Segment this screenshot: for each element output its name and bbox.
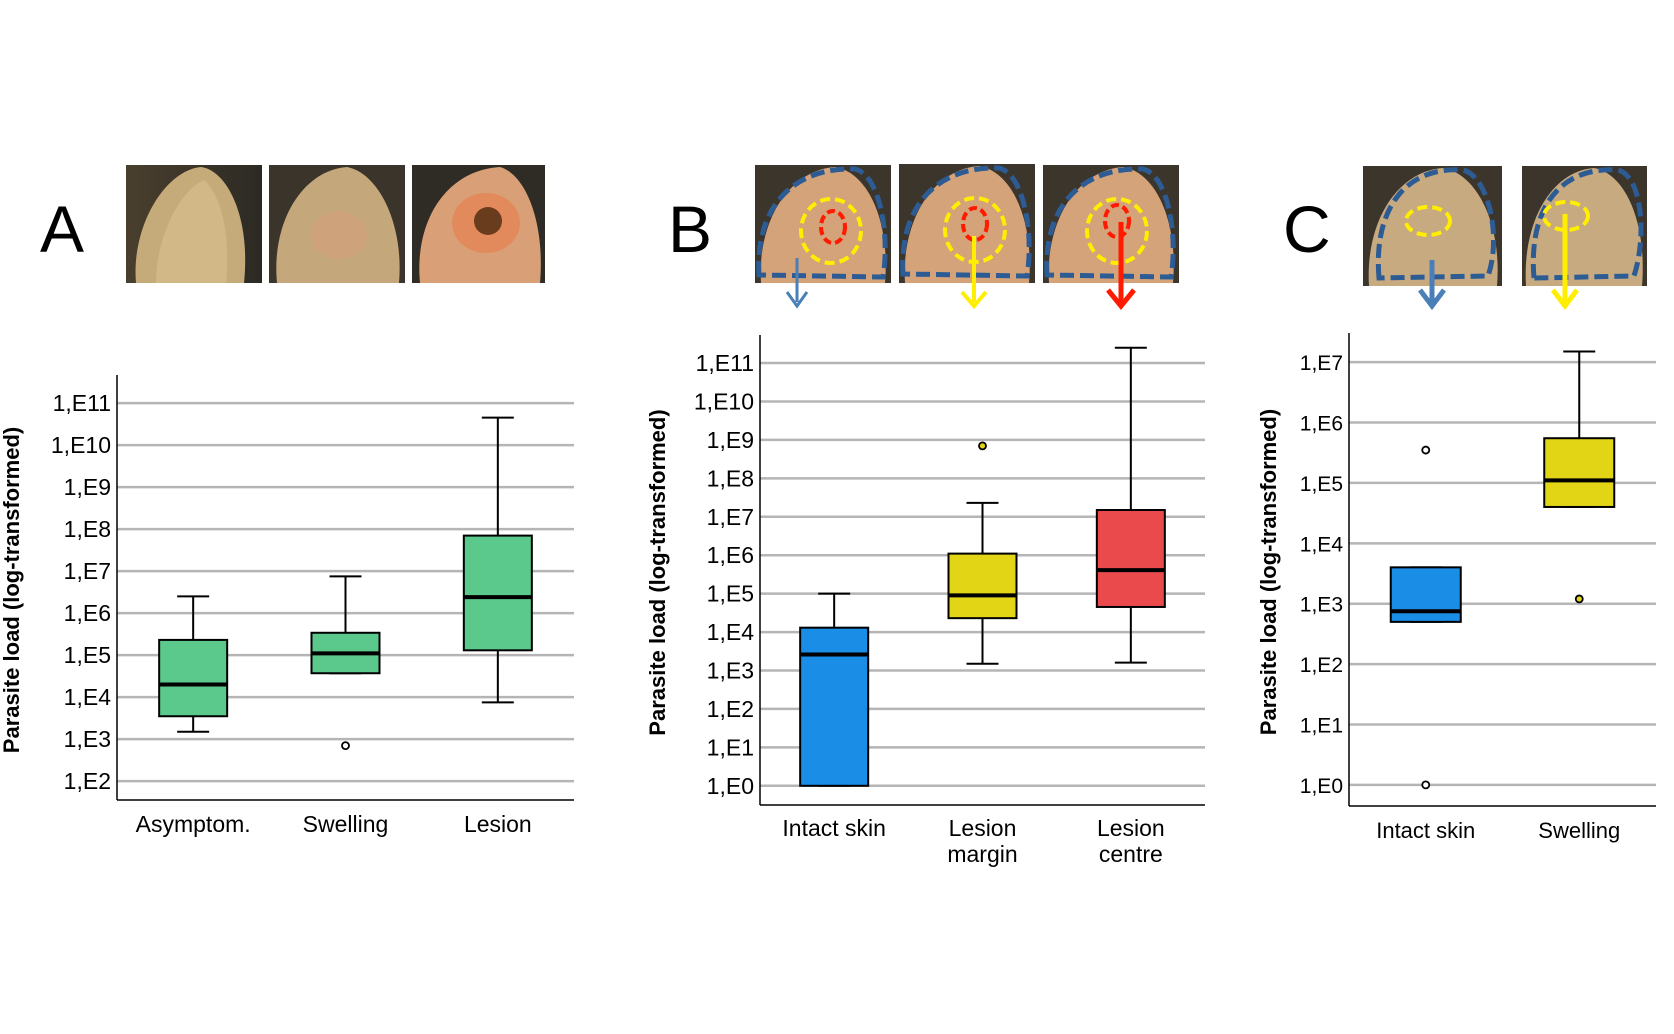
y-tick-label: 1,E0 <box>707 773 754 799</box>
outlier-point <box>1421 445 1431 455</box>
x-category-label: Swelling <box>303 811 389 837</box>
y-tick-label: 1,E3 <box>707 657 754 683</box>
y-axis-label: Parasite load (log-transformed) <box>0 427 24 753</box>
y-tick-label: 1,E8 <box>707 465 754 491</box>
box-lesion <box>462 416 533 704</box>
box-intact-skin <box>799 592 870 787</box>
y-tick-label: 1,E2 <box>64 768 111 794</box>
y-tick-label: 1,E11 <box>53 390 111 416</box>
y-tick-label: 1,E11 <box>696 350 754 376</box>
mouse-ear-photo-c-intact-skin-region <box>1363 166 1502 286</box>
mouse-ear-photo-lesion-centre-region <box>1043 165 1179 283</box>
y-tick-label: 1,E7 <box>64 558 111 584</box>
box-swelling <box>310 575 381 751</box>
y-tick-label: 1,E8 <box>64 516 111 542</box>
y-tick-label: 1,E9 <box>707 427 754 453</box>
box-lesion-centre <box>1095 346 1166 664</box>
box-iqr <box>1095 509 1166 608</box>
panel-label-c: C <box>1283 192 1331 266</box>
y-axis-label: Parasite load (log-transformed) <box>645 409 670 735</box>
mouse-ear-photo-swelling <box>269 165 405 283</box>
outlier-point <box>978 441 987 451</box>
box-iqr <box>158 638 229 718</box>
box-iqr <box>947 552 1018 620</box>
y-tick-label: 1,E5 <box>707 581 754 607</box>
mouse-ear-photo-lesion-margin-region <box>899 164 1035 283</box>
outlier-point <box>1574 594 1584 604</box>
box-iqr <box>1389 566 1462 623</box>
x-category-label: Lesion <box>949 815 1017 841</box>
panel-label-a: A <box>40 192 85 266</box>
y-tick-label: 1,E10 <box>694 388 754 414</box>
box-iqr <box>1543 437 1616 508</box>
y-tick-label: 1,E7 <box>707 504 754 530</box>
x-category-label: centre <box>1099 841 1163 867</box>
outlier-point <box>1421 780 1431 790</box>
box-iqr <box>462 534 533 652</box>
y-tick-label: 1,E10 <box>51 432 111 458</box>
y-tick-label: 1,E4 <box>707 619 755 645</box>
box-lesion-margin <box>947 441 1018 665</box>
mouse-ear-photo-intact-skin-region <box>755 165 891 283</box>
y-tick-label: 1,E2 <box>707 696 754 722</box>
y-tick-label: 1,E3 <box>1300 594 1343 617</box>
y-tick-label: 1,E1 <box>1300 714 1343 737</box>
y-axis-label: Parasite load (log-transformed) <box>1256 409 1281 735</box>
outlier-point <box>341 741 350 751</box>
y-tick-label: 1,E2 <box>1300 654 1343 677</box>
mouse-ear-photo-asymptomatic <box>126 165 262 283</box>
x-category-label: Intact skin <box>782 815 886 841</box>
box-swelling <box>1543 350 1616 604</box>
x-category-label: margin <box>947 841 1017 867</box>
mouse-ear-photo-lesion <box>412 165 545 283</box>
y-tick-label: 1,E6 <box>707 542 754 568</box>
y-tick-label: 1,E4 <box>1300 533 1344 556</box>
box-intact-skin <box>1389 445 1462 790</box>
box-asymptom <box>158 595 229 733</box>
y-tick-label: 1,E9 <box>64 474 111 500</box>
x-category-label: Swelling <box>1538 818 1620 843</box>
y-tick-label: 1,E1 <box>707 734 754 760</box>
y-tick-label: 1,E6 <box>1300 413 1343 436</box>
y-tick-label: 1,E0 <box>1300 775 1343 798</box>
mouse-ear-photo-c-swelling-region <box>1522 166 1647 286</box>
y-tick-label: 1,E4 <box>64 684 112 710</box>
y-tick-label: 1,E5 <box>64 642 111 668</box>
x-category-label: Asymptom. <box>136 811 251 837</box>
y-tick-label: 1,E3 <box>64 726 111 752</box>
x-category-label: Intact skin <box>1376 818 1475 843</box>
y-tick-label: 1,E6 <box>64 600 111 626</box>
x-category-label: Lesion <box>464 811 532 837</box>
y-tick-label: 1,E5 <box>1300 473 1343 496</box>
panel-label-b: B <box>668 192 713 266</box>
x-category-label: Lesion <box>1097 815 1165 841</box>
y-tick-label: 1,E7 <box>1300 352 1343 375</box>
